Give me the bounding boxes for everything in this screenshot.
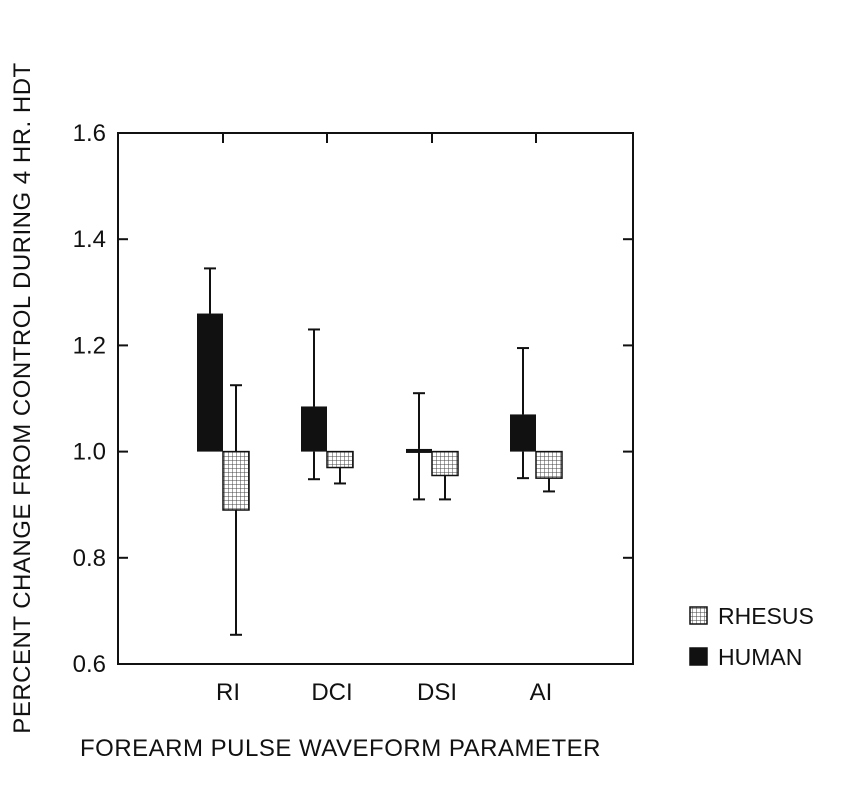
y-tick-label: 1.2 [73,332,106,359]
x-tick-label: AI [530,679,553,706]
bar-series [197,267,563,636]
bar-human [197,313,223,452]
legend-swatch-human [689,647,708,666]
y-tick-label: 0.8 [73,545,106,572]
x-axis: RI DCI DSI AI [216,133,552,706]
bar-human [406,448,432,453]
legend-swatch-rhesus [689,606,708,625]
bar-rhesus [535,450,563,479]
x-tick-label: DSI [417,679,457,706]
y-tick-label: 1.6 [73,120,106,147]
bar-human [301,406,327,452]
y-tick-label: 1.4 [73,226,106,253]
legend-label-rhesus: RHESUS [718,603,814,629]
y-axis: 0.6 0.8 1.0 1.2 1.4 1.6 [73,120,633,678]
bar-rhesus [326,450,354,469]
x-axis-title: FOREARM PULSE WAVEFORM PARAMETER [80,735,601,762]
y-tick-label: 1.0 [73,439,106,466]
legend-label-human: HUMAN [718,644,802,670]
bar-rhesus [431,450,459,477]
x-tick-label: RI [216,679,240,706]
bar-human [510,414,536,452]
x-tick-label: DCI [311,679,352,706]
bar-rhesus [222,450,250,511]
plot-frame [117,132,634,665]
legend: RHESUS HUMAN [689,603,814,670]
y-tick-label: 0.6 [73,651,106,678]
y-axis-title: PERCENT CHANGE FROM CONTROL DURING 4 HR.… [9,62,36,733]
